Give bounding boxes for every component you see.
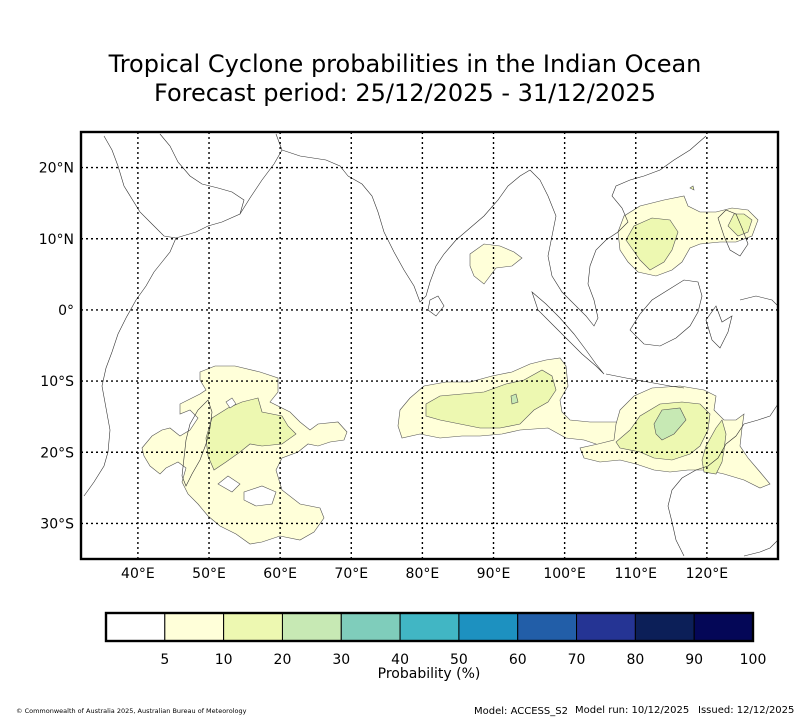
latitude-tick-label: 10°N: [39, 232, 74, 248]
map-frame: [79, 130, 780, 561]
colorbar-tick-label: 70: [568, 652, 586, 668]
latitude-tick-label: 10°S: [40, 374, 74, 390]
coastline-australia: [667, 403, 779, 557]
longitude-tick-label: 40°E: [121, 566, 155, 582]
colorbar-swatch: [399, 612, 460, 642]
coastline-borneo: [629, 279, 703, 347]
colorbar-swatch: [576, 612, 636, 642]
prob-region-central-indian-20-30: [510, 393, 519, 405]
coastline-southeast-asia: [529, 135, 707, 327]
issued-date: Issued: 12/12/2025: [698, 705, 794, 716]
colorbar-swatch: [340, 612, 401, 642]
coastline-java: [605, 373, 685, 389]
longitude-tick-label: 110°E: [614, 566, 657, 582]
prob-region-small-dot: [689, 185, 695, 191]
prob-region-nw-australia-10-20-east: [701, 419, 727, 475]
colorbar-swatch: [281, 612, 342, 642]
prob-region-nw-australia-20-30: [653, 407, 687, 441]
longitude-tick-label: 60°E: [263, 566, 297, 582]
latitude-labels: 20°N 10°N 0° 10°S 20°S 30°S: [39, 161, 74, 533]
colorbar-tick-label: 30: [332, 652, 350, 668]
colorbar-tick-label: 10: [215, 652, 233, 668]
coastline-sri-lanka: [427, 295, 445, 317]
coastline-africa-arabia: [83, 133, 245, 497]
prob-region-sw-indian-hole-2: [243, 485, 277, 507]
latitude-tick-label: 20°N: [39, 161, 74, 177]
longitude-tick-label: 100°E: [543, 566, 586, 582]
colorbar-tick-label: 20: [274, 652, 292, 668]
colorbar-tick-label: 60: [509, 652, 527, 668]
colorbar-swatch: [693, 612, 754, 642]
colorbar-tick-label: 90: [685, 652, 703, 668]
longitude-tick-label: 90°E: [477, 566, 511, 582]
colorbar-swatch: [105, 612, 166, 642]
coastline-sumatra: [531, 291, 605, 375]
longitude-tick-label: 70°E: [334, 566, 368, 582]
coastline-new-guinea: [739, 295, 779, 307]
coastline-sulawesi: [705, 305, 733, 349]
model-name: Model: ACCESS_S2: [474, 706, 568, 717]
colorbar-swatch: [634, 612, 695, 642]
colorbar-frame: [104, 611, 755, 643]
colorbar-label: Probability (%): [378, 666, 481, 682]
longitude-tick-label: 80°E: [406, 566, 440, 582]
coastline-philippines: [717, 209, 749, 257]
graticule: [81, 132, 778, 559]
prob-region-sw-indian-10-20: [205, 397, 297, 471]
longitude-tick-label: 120°E: [686, 566, 729, 582]
coastlines: [83, 133, 779, 557]
prob-region-south-china-sea-10-20: [625, 217, 679, 271]
prob-region-bay-of-bengal-5-10: [469, 243, 523, 285]
prob-region-central-indian-10-20: [425, 369, 557, 429]
colorbar-swatch: [223, 612, 283, 642]
colorbar-tick-label: 80: [626, 652, 644, 668]
prob-region-sw-indian-hole-1: [217, 475, 241, 493]
colorbar-tick-label: 5: [160, 652, 169, 668]
probability-regions: [141, 185, 771, 545]
prob-region-philippines-10-20: [727, 213, 753, 237]
coastline-madagascar: [181, 399, 213, 487]
colorbar-swatch: [517, 612, 578, 642]
colorbar-tick-label: 40: [391, 652, 409, 668]
prob-region-sw-indian-hole-3: [225, 397, 237, 409]
prob-region-sw-indian-5-10: [141, 365, 348, 545]
latitude-tick-label: 30°S: [40, 516, 74, 532]
colorbar: [104, 611, 755, 643]
coastline-india: [347, 169, 531, 303]
colorbar-swatch: [164, 612, 225, 642]
map-title-line2: Forecast period: 25/12/2025 - 31/12/2025: [154, 79, 656, 107]
colorbar-tick-label: 50: [450, 652, 468, 668]
longitude-labels: 40°E 50°E 60°E 70°E 80°E 90°E 100°E 110°E 120°E: [121, 566, 728, 582]
coastline-arabia-gulf: [239, 133, 349, 215]
model-run-date: Model run: 10/12/2025: [575, 705, 689, 716]
colorbar-swatch: [458, 612, 519, 642]
copyright-text: © Commonwealth of Australia 2025, Austra…: [16, 707, 247, 715]
colorbar-tick-labels: 5 10 20 30 40 50 60 70 80 90 100: [160, 652, 766, 668]
colorbar-tick-label: 100: [740, 652, 767, 668]
longitude-tick-label: 50°E: [192, 566, 226, 582]
latitude-tick-label: 20°S: [40, 445, 74, 461]
latitude-tick-label: 0°: [58, 303, 74, 319]
map-title-line1: Tropical Cyclone probabilities in the In…: [108, 50, 702, 78]
